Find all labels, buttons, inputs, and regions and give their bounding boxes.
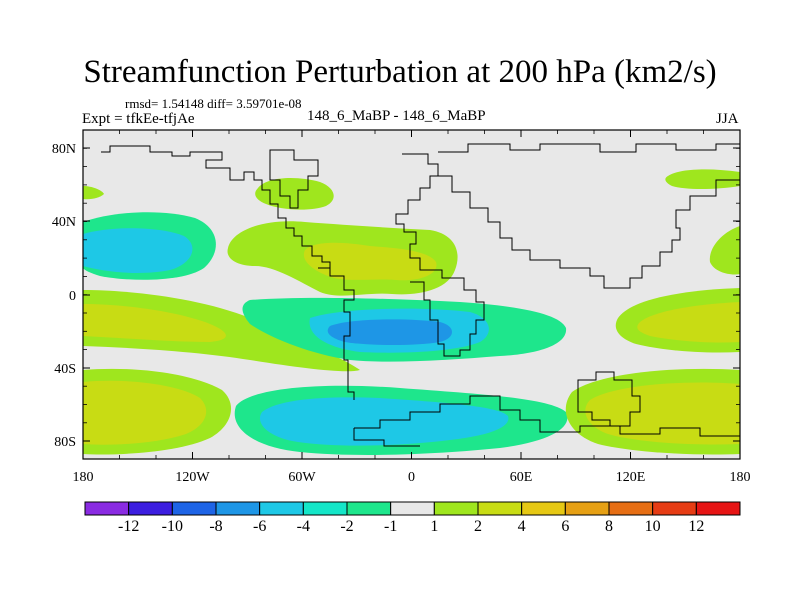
x-tick-label: 180 [730, 470, 751, 485]
x-tick-label: 0 [408, 470, 415, 485]
contour-south-west-positive-core [83, 380, 207, 445]
x-tick-label: 120W [175, 470, 210, 485]
colorbar-swatch [171, 501, 217, 516]
colorbar-label: 10 [645, 518, 661, 535]
colorbar-swatch [259, 501, 304, 516]
center-label: 148_6_MaBP - 148_6_MaBP [307, 108, 486, 124]
contour-west-edge-positive [83, 186, 104, 200]
contour-south-east-positive-core [637, 302, 740, 343]
contour-tropics-west-positive-core [83, 304, 226, 342]
colorbar-swatch [128, 501, 173, 516]
contour-pacific-negative-core [83, 228, 193, 273]
expt-label: Expt = tfkEe-tfjAe [82, 111, 195, 127]
colorbar-swatch [477, 501, 523, 516]
plot-title: Streamfunction Perturbation at 200 hPa (… [83, 54, 717, 90]
colorbar-label: 8 [605, 518, 613, 535]
y-tick-label: 40S [54, 362, 76, 377]
coastline-europe-africa [395, 153, 485, 357]
colorbar-label: 1 [430, 518, 438, 535]
y-tick-label: 0 [69, 289, 76, 304]
y-axis: 80N 40N 0 40S 80S [52, 142, 740, 450]
colorbar-label: -8 [209, 518, 222, 535]
colorbar-swatch [433, 501, 479, 516]
coastline-australia [577, 371, 641, 427]
colorbar-swatch [521, 501, 566, 516]
colorbar-swatch [346, 501, 392, 516]
colorbar-label: 2 [474, 518, 482, 535]
colorbar-label: 4 [518, 518, 526, 535]
coastline-north-america [101, 145, 331, 270]
x-axis: 180 120W 60W 0 60E 120E 180 [73, 130, 751, 485]
colorbar-swatch [608, 501, 654, 516]
colorbar-label: -2 [340, 518, 353, 535]
contour-arctic-positive [665, 169, 740, 189]
contour-south-east-lower-core [585, 382, 740, 445]
colorbar-swatch [695, 501, 741, 516]
coastlines [101, 143, 740, 447]
y-tick-label: 80S [54, 435, 76, 450]
contour-fills [83, 169, 740, 455]
colorbar-label: -6 [253, 518, 266, 535]
colorbar: -12 -10 -8 -6 -4 -2 -1 1 2 4 6 8 10 12 [84, 501, 741, 535]
season-label: JJA [716, 111, 739, 127]
contour-tropics-negative-core [327, 319, 452, 345]
colorbar-swatch [652, 501, 697, 516]
colorbar-label: -4 [297, 518, 310, 535]
x-tick-label: 60E [510, 470, 533, 485]
colorbar-label: -1 [384, 518, 397, 535]
colorbar-label: -10 [162, 518, 183, 535]
coastline-asia [438, 143, 740, 289]
coastline-antarctica [353, 395, 740, 447]
colorbar-swatch [84, 501, 130, 516]
stats-line: rmsd= 1.54148 diff= 3.59701e-08 [125, 96, 302, 111]
x-tick-label: 60W [288, 470, 316, 485]
colorbar-swatch [302, 501, 348, 516]
x-tick-label: 120E [616, 470, 646, 485]
contour-south-negative-core [259, 397, 509, 446]
contour-greenland-positive [255, 178, 334, 210]
coastline-south-america [318, 267, 355, 400]
contour-east-positive [709, 226, 740, 275]
x-tick-label: 180 [73, 470, 94, 485]
contour-north-positive-core [303, 242, 437, 281]
coastline-greenland [269, 149, 319, 209]
y-tick-label: 80N [52, 142, 76, 157]
y-tick-label: 40N [52, 215, 76, 230]
colorbar-label: -12 [118, 518, 139, 535]
colorbar-label: 12 [688, 518, 704, 535]
colorbar-swatch [390, 501, 435, 516]
colorbar-swatch [215, 501, 261, 516]
colorbar-swatch [564, 501, 610, 516]
colorbar-label: 6 [561, 518, 569, 535]
